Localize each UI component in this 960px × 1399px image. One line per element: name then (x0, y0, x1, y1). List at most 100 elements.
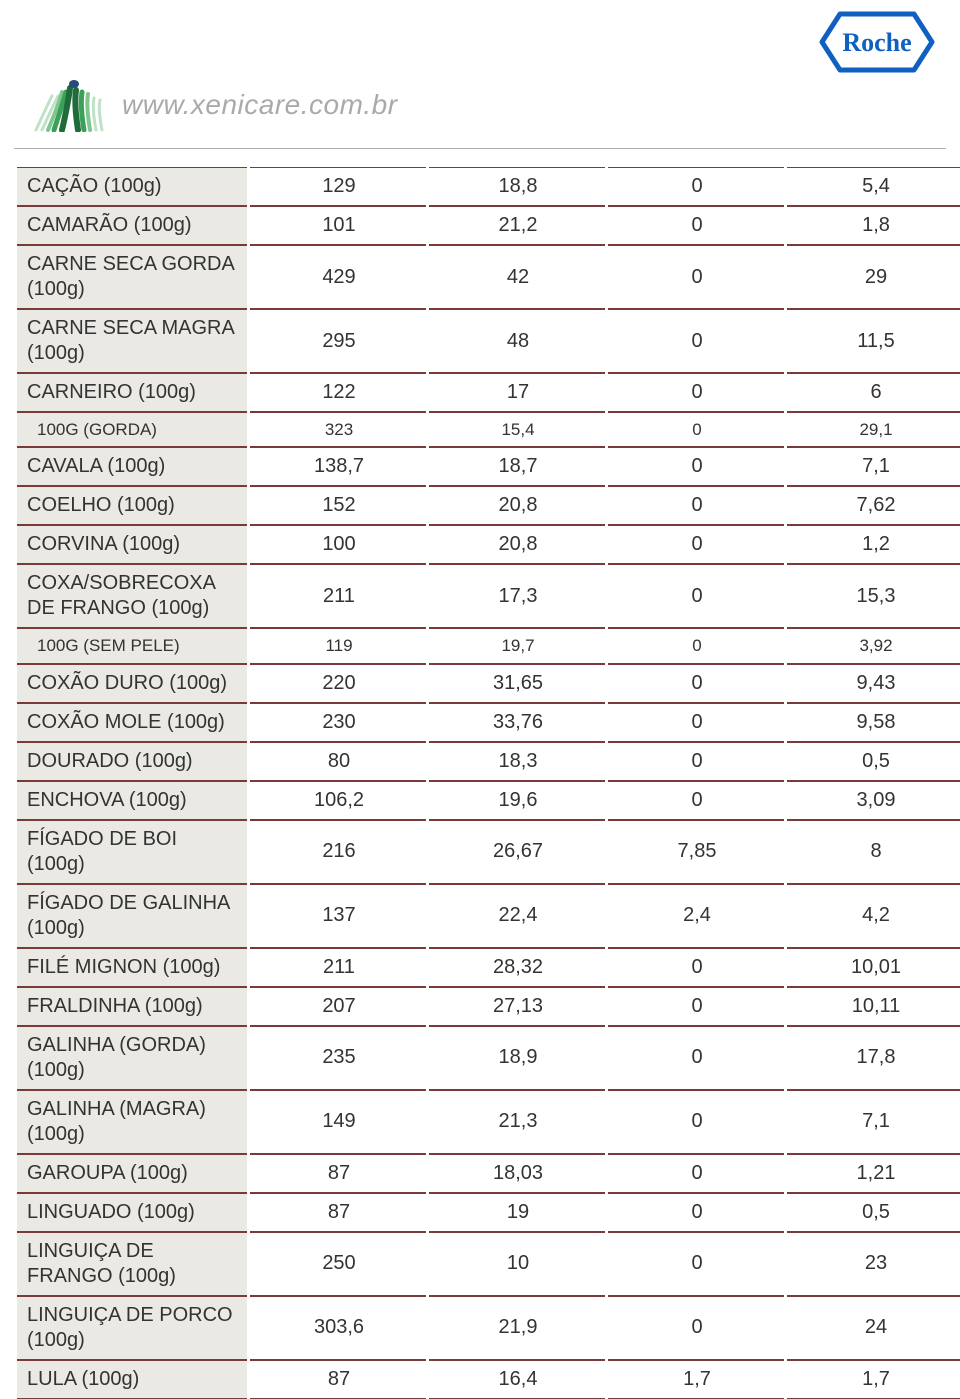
food-name-cell: 100G (SEM PELE) (17, 628, 247, 663)
value-cell: 0 (608, 1026, 784, 1090)
value-cell: 87 (250, 1154, 426, 1193)
food-name-cell: CAVALA (100g) (17, 447, 247, 486)
value-cell: 0 (608, 1193, 784, 1232)
value-cell: 24 (787, 1296, 960, 1360)
value-cell: 129 (250, 167, 426, 206)
food-name-cell: COELHO (100g) (17, 486, 247, 525)
food-name-cell: CAÇÃO (100g) (17, 167, 247, 206)
table-row: 100G (GORDA)32315,4029,1 (17, 412, 960, 447)
value-cell: 216 (250, 820, 426, 884)
food-name-cell: LINGUIÇA DE PORCO (100g) (17, 1296, 247, 1360)
value-cell: 18,03 (429, 1154, 605, 1193)
value-cell: 15,4 (429, 412, 605, 447)
value-cell: 0 (608, 987, 784, 1026)
food-name-cell: LINGUADO (100g) (17, 1193, 247, 1232)
value-cell: 1,21 (787, 1154, 960, 1193)
value-cell: 323 (250, 412, 426, 447)
table-row: LINGUADO (100g)871900,5 (17, 1193, 960, 1232)
value-cell: 101 (250, 206, 426, 245)
value-cell: 7,62 (787, 486, 960, 525)
roche-logo-text: Roche (842, 28, 911, 57)
table-row: COELHO (100g)15220,807,62 (17, 486, 960, 525)
value-cell: 0 (608, 167, 784, 206)
table-row: DOURADO (100g)8018,300,5 (17, 742, 960, 781)
value-cell: 7,1 (787, 447, 960, 486)
value-cell: 4,2 (787, 884, 960, 948)
value-cell: 17,3 (429, 564, 605, 628)
food-name-cell: CORVINA (100g) (17, 525, 247, 564)
value-cell: 0 (608, 206, 784, 245)
value-cell: 0 (608, 309, 784, 373)
value-cell: 0 (608, 525, 784, 564)
value-cell: 0,5 (787, 742, 960, 781)
value-cell: 0 (608, 664, 784, 703)
value-cell: 42 (429, 245, 605, 309)
table-row: FILÉ MIGNON (100g)21128,32010,01 (17, 948, 960, 987)
table-row: FÍGADO DE BOI (100g)21626,677,858 (17, 820, 960, 884)
value-cell: 119 (250, 628, 426, 663)
value-cell: 18,9 (429, 1026, 605, 1090)
value-cell: 3,92 (787, 628, 960, 663)
value-cell: 1,8 (787, 206, 960, 245)
nutrition-table-body: CAÇÃO (100g)12918,805,4CAMARÃO (100g)101… (17, 167, 960, 1399)
value-cell: 10,11 (787, 987, 960, 1026)
table-row: FRALDINHA (100g)20727,13010,11 (17, 987, 960, 1026)
table-row: CORVINA (100g)10020,801,2 (17, 525, 960, 564)
value-cell: 18,8 (429, 167, 605, 206)
value-cell: 0 (608, 245, 784, 309)
value-cell: 15,3 (787, 564, 960, 628)
value-cell: 122 (250, 373, 426, 412)
value-cell: 20,8 (429, 525, 605, 564)
value-cell: 21,9 (429, 1296, 605, 1360)
site-logo: www.xenicare.com.br (34, 78, 398, 132)
value-cell: 80 (250, 742, 426, 781)
value-cell: 0 (608, 1296, 784, 1360)
value-cell: 149 (250, 1090, 426, 1154)
table-row: CARNE SECA GORDA (100g)42942029 (17, 245, 960, 309)
value-cell: 28,32 (429, 948, 605, 987)
value-cell: 5,4 (787, 167, 960, 206)
value-cell: 21,2 (429, 206, 605, 245)
food-name-cell: CAMARÃO (100g) (17, 206, 247, 245)
value-cell: 21,3 (429, 1090, 605, 1154)
value-cell: 17 (429, 373, 605, 412)
value-cell: 211 (250, 564, 426, 628)
value-cell: 0 (608, 1232, 784, 1296)
table-row: CAVALA (100g)138,718,707,1 (17, 447, 960, 486)
value-cell: 9,58 (787, 703, 960, 742)
value-cell: 87 (250, 1360, 426, 1399)
food-name-cell: ENCHOVA (100g) (17, 781, 247, 820)
value-cell: 303,6 (250, 1296, 426, 1360)
value-cell: 0 (608, 373, 784, 412)
value-cell: 29,1 (787, 412, 960, 447)
value-cell: 250 (250, 1232, 426, 1296)
table-row: CAMARÃO (100g)10121,201,8 (17, 206, 960, 245)
table-row: COXA/SOBRECOXA DE FRANGO (100g)21117,301… (17, 564, 960, 628)
food-name-cell: FILÉ MIGNON (100g) (17, 948, 247, 987)
value-cell: 33,76 (429, 703, 605, 742)
food-name-cell: LULA (100g) (17, 1360, 247, 1399)
page-header: Roche www.xenicare.com.br (0, 0, 960, 140)
value-cell: 152 (250, 486, 426, 525)
table-row: FÍGADO DE GALINHA (100g)13722,42,44,2 (17, 884, 960, 948)
table-row: CARNE SECA MAGRA (100g)29548011,5 (17, 309, 960, 373)
food-name-cell: LINGUIÇA DE FRANGO (100g) (17, 1232, 247, 1296)
table-row: COXÃO MOLE (100g)23033,7609,58 (17, 703, 960, 742)
value-cell: 48 (429, 309, 605, 373)
value-cell: 0,5 (787, 1193, 960, 1232)
value-cell: 20,8 (429, 486, 605, 525)
table-row: COXÃO DURO (100g)22031,6509,43 (17, 664, 960, 703)
value-cell: 87 (250, 1193, 426, 1232)
table-row: LINGUIÇA DE FRANGO (100g)25010023 (17, 1232, 960, 1296)
food-name-cell: FRALDINHA (100g) (17, 987, 247, 1026)
nutrition-table-wrap: CAÇÃO (100g)12918,805,4CAMARÃO (100g)101… (0, 149, 960, 1399)
value-cell: 31,65 (429, 664, 605, 703)
value-cell: 211 (250, 948, 426, 987)
value-cell: 106,2 (250, 781, 426, 820)
table-row: LULA (100g)8716,41,71,7 (17, 1360, 960, 1399)
table-row: 100G (SEM PELE)11919,703,92 (17, 628, 960, 663)
value-cell: 26,67 (429, 820, 605, 884)
value-cell: 0 (608, 628, 784, 663)
value-cell: 0 (608, 412, 784, 447)
value-cell: 3,09 (787, 781, 960, 820)
